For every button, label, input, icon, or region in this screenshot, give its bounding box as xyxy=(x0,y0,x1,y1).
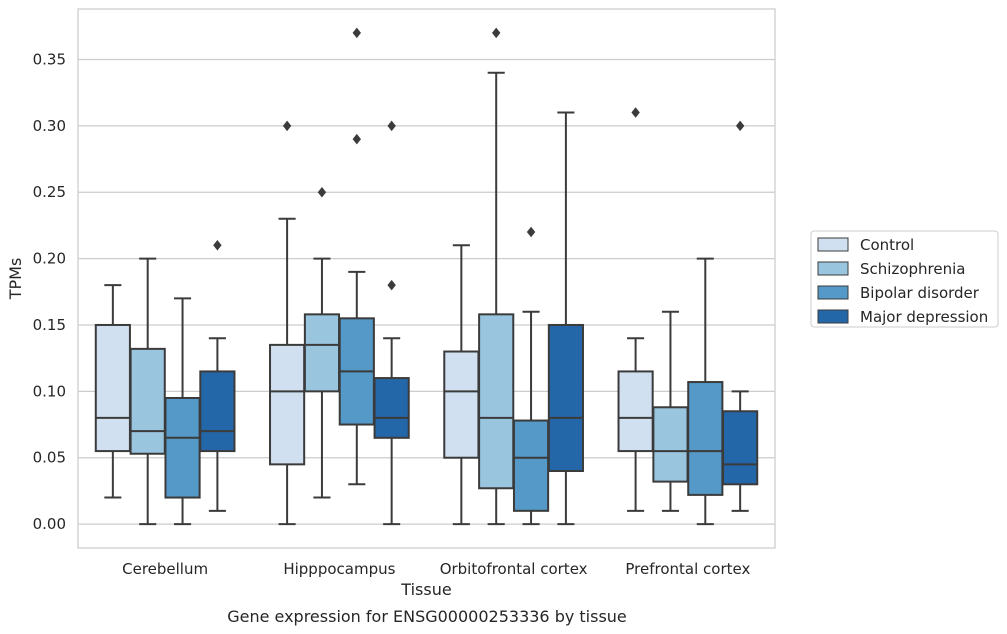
box-iqr xyxy=(303,313,341,393)
box-iqr xyxy=(687,381,724,496)
box xyxy=(199,240,236,512)
legend-swatch xyxy=(817,237,849,252)
outlier-point xyxy=(631,107,640,118)
box xyxy=(373,120,410,526)
box xyxy=(338,27,375,486)
box-iqr xyxy=(547,323,584,472)
box xyxy=(129,257,166,526)
box-iqr xyxy=(722,410,759,486)
outlier-point xyxy=(387,279,396,291)
outlier-point xyxy=(352,133,361,145)
legend-swatch xyxy=(817,261,849,276)
x-tick-label: Hipppocampus xyxy=(283,560,395,578)
y-tick-label: 0.35 xyxy=(33,50,66,68)
box-iqr xyxy=(443,350,480,459)
box-iqr xyxy=(199,370,236,453)
x-tick-label: Cerebellum xyxy=(122,560,208,578)
outlier-point xyxy=(213,240,222,251)
series-major-depression xyxy=(199,111,759,526)
y-tick-label: 0.10 xyxy=(33,382,66,400)
outlier-point xyxy=(387,120,396,132)
series-bipolar-disorder xyxy=(164,27,724,526)
box xyxy=(269,120,306,526)
chart-caption: Gene expression for ENSG00000253336 by t… xyxy=(227,607,627,626)
outlier-point xyxy=(492,27,501,39)
y-tick-label: 0.05 xyxy=(33,449,66,467)
y-tick-label: 0.25 xyxy=(33,183,66,201)
box-iqr xyxy=(478,313,515,490)
legend-label: Schizophrenia xyxy=(860,260,965,278)
box-iqr xyxy=(652,406,689,483)
legend-swatch xyxy=(817,285,849,300)
box-iqr xyxy=(94,323,131,453)
box xyxy=(164,297,201,526)
outlier-point xyxy=(735,120,745,132)
box xyxy=(512,226,550,526)
outlier-point xyxy=(352,27,361,39)
y-axis-ticks: 0.00 0.05 0.10 0.15 0.20 0.25 0.30 0.35 xyxy=(33,50,66,533)
box-plot-series xyxy=(94,27,759,526)
box-iqr xyxy=(164,396,201,499)
y-axis-title: TPMs xyxy=(6,258,25,301)
legend-frame xyxy=(810,230,999,328)
box xyxy=(478,27,515,526)
legend-swatch xyxy=(817,309,849,324)
box xyxy=(94,284,131,499)
outlier-point xyxy=(526,226,536,238)
x-axis-title: Tissue xyxy=(400,580,451,599)
y-tick-label: 0.00 xyxy=(33,515,66,533)
box-iqr xyxy=(617,370,654,453)
box xyxy=(722,120,759,512)
legend: Control Schizophrenia Bipolar disorder Majo… xyxy=(810,230,999,328)
box-iqr xyxy=(269,343,306,466)
x-axis-ticks: Cerebellum Hipppocampus Orbitofrontal cort… xyxy=(122,560,750,578)
box-iqr xyxy=(129,347,166,455)
plot-frame xyxy=(77,8,776,549)
y-tick-label: 0.15 xyxy=(33,316,66,334)
box xyxy=(303,186,341,499)
legend-label: Bipolar disorder xyxy=(860,284,980,302)
box xyxy=(443,244,480,526)
legend-label: Major depression xyxy=(860,308,988,326)
y-tick-label: 0.30 xyxy=(33,117,66,135)
box xyxy=(652,310,689,512)
outlier-point xyxy=(317,186,327,198)
outlier-point xyxy=(282,120,292,132)
series-schizophrenia xyxy=(129,27,689,526)
y-tick-label: 0.20 xyxy=(33,250,66,268)
legend-label: Control xyxy=(860,236,914,254)
series-control xyxy=(94,107,654,526)
box xyxy=(687,257,724,526)
box-iqr xyxy=(373,377,410,439)
box-iqr xyxy=(512,419,550,512)
box xyxy=(617,107,654,512)
x-tick-label: Prefrontal cortex xyxy=(625,560,750,578)
box xyxy=(547,111,584,526)
x-tick-label: Orbitofrontal cortex xyxy=(440,560,588,578)
